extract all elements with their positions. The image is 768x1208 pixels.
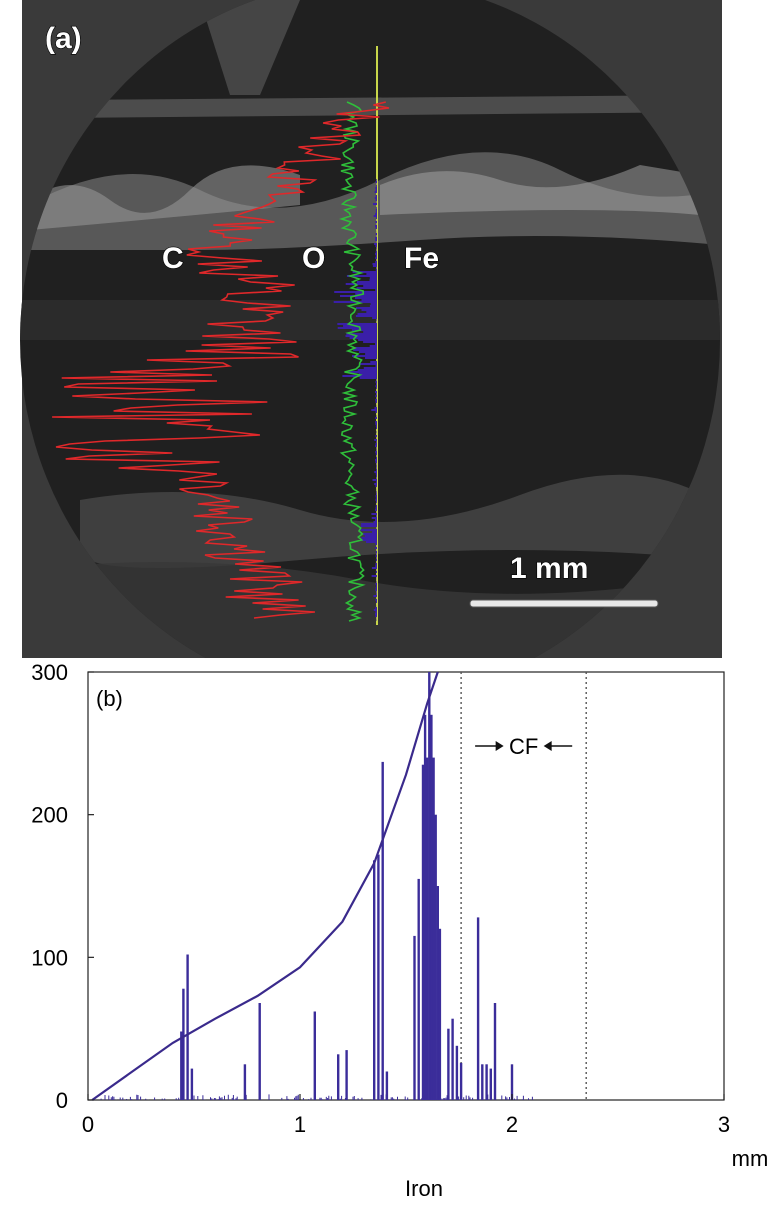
x-tick-label: 3 <box>718 1112 730 1137</box>
oxygen-linescan <box>339 101 366 622</box>
iron-bar <box>186 954 189 1100</box>
y-tick-label: 300 <box>31 660 68 685</box>
iron-bar <box>182 988 185 1100</box>
iron-bar <box>447 1028 450 1100</box>
iron-bar <box>421 764 425 1100</box>
iron-bar <box>426 757 429 1100</box>
scale-bar <box>469 599 659 608</box>
iron-bar <box>345 1050 348 1100</box>
iron-bar <box>428 672 431 1100</box>
y-tick-label: 200 <box>31 803 68 828</box>
scale-bar-label: 1 mm <box>510 552 588 585</box>
iron-bar <box>481 1064 484 1100</box>
plot-frame <box>87 671 725 1101</box>
iron-bar <box>243 1064 247 1100</box>
iron-bar <box>417 878 420 1100</box>
iron-bar <box>485 1064 488 1100</box>
iron-bar <box>313 1011 316 1100</box>
iron-bar <box>455 1045 459 1100</box>
carbon-label: C <box>162 242 184 275</box>
iron-bar <box>258 1003 261 1100</box>
iron-bar <box>493 1003 497 1100</box>
iron-bar <box>438 928 442 1100</box>
iron-bar <box>476 917 480 1100</box>
iron-bar <box>451 1018 454 1100</box>
bright-fiber-layer <box>20 152 720 250</box>
y-tick-label: 100 <box>31 945 68 970</box>
iron-bar <box>413 935 416 1100</box>
iron-bar <box>381 761 384 1100</box>
iron-bar <box>430 714 433 1100</box>
x-axis-title: Iron <box>405 1176 443 1201</box>
iron-bar <box>423 714 427 1100</box>
panel-b-label: (b) <box>96 686 123 711</box>
y-tick-label: 0 <box>56 1088 68 1113</box>
iron-bar <box>337 1054 340 1100</box>
oxygen-label: O <box>302 242 325 275</box>
iron-bar <box>190 1068 194 1100</box>
eds-linescan-micrograph: (a) C O Fe 1 mm <box>20 0 722 658</box>
iron-bar <box>510 1064 514 1100</box>
cf-arrowhead-left <box>495 741 504 751</box>
iron-bar <box>434 814 437 1100</box>
panel-a-label: (a) <box>45 22 82 55</box>
iron-bar <box>377 854 380 1100</box>
iron-bar <box>489 1068 492 1100</box>
cumulative-iron-curve <box>91 671 439 1101</box>
iron-label: Fe <box>404 242 439 275</box>
x-tick-label: 1 <box>294 1112 306 1137</box>
iron-bar <box>436 886 439 1100</box>
cf-arrowhead-right <box>543 741 552 751</box>
iron-bar <box>180 1031 183 1100</box>
x-tick-label: 2 <box>506 1112 518 1137</box>
iron-bar <box>385 1071 389 1100</box>
x-axis-unit: mm <box>732 1146 768 1171</box>
x-tick-label: 0 <box>82 1112 94 1137</box>
iron-bar <box>459 1062 463 1100</box>
iron-profile-chart: 0 1 2 3 0 100 200 300 (b) CF Iron mm <box>31 660 768 1201</box>
carbon-linescan <box>52 101 390 619</box>
iron-bar <box>432 757 435 1100</box>
iron-bar <box>373 860 376 1100</box>
cf-region-label: CF <box>509 734 538 759</box>
